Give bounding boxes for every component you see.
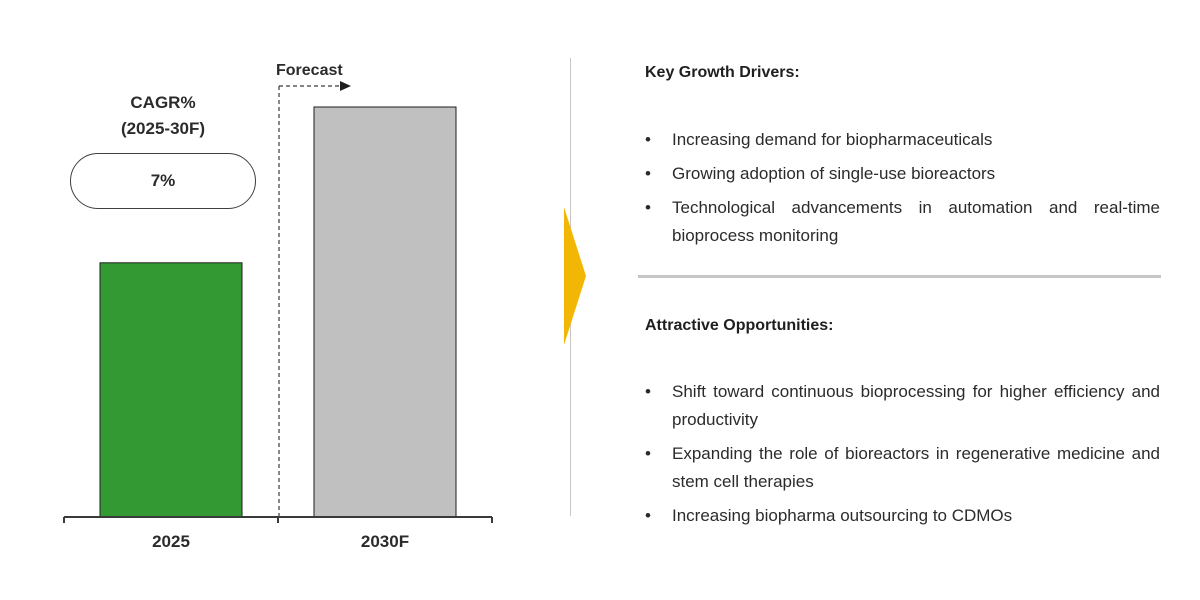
bullet-icon: • bbox=[645, 198, 651, 217]
section-divider bbox=[638, 275, 1161, 278]
bullet-icon: • bbox=[645, 444, 651, 463]
driver-item: • Increasing demand for biopharmaceutical… bbox=[645, 126, 1160, 154]
cagr-title-line2: (2025-30F) bbox=[120, 119, 206, 138]
drivers-list: • Increasing demand for biopharmaceutical… bbox=[645, 126, 1160, 256]
bullet-icon: • bbox=[645, 382, 651, 401]
cagr-value: 7% bbox=[150, 171, 176, 190]
bullet-icon: • bbox=[645, 164, 651, 183]
cagr-title-line1: CAGR% bbox=[130, 93, 196, 112]
opportunities-title: Attractive Opportunities: bbox=[645, 317, 834, 334]
bar-2030f bbox=[313, 106, 457, 518]
opportunity-item: • Expanding the role of bioreactors in re… bbox=[645, 440, 1160, 496]
drivers-title: Key Growth Drivers: bbox=[645, 64, 800, 81]
driver-text: Technological advancements in automation… bbox=[672, 198, 1160, 245]
driver-text: Increasing demand for biopharmaceuticals bbox=[672, 130, 993, 149]
cagr-title: CAGR% (2025-30F) bbox=[70, 90, 256, 142]
bar-2025 bbox=[99, 262, 243, 518]
bullet-icon: • bbox=[645, 506, 651, 525]
forecast-label: Forecast bbox=[276, 62, 343, 79]
chevron-right-icon bbox=[564, 207, 586, 345]
opportunity-text: Shift toward continuous bioprocessing fo… bbox=[672, 382, 1160, 429]
driver-item: • Technological advancements in automatio… bbox=[645, 194, 1160, 250]
bullet-icon: • bbox=[645, 130, 651, 149]
cagr-value-pill: 7% bbox=[70, 153, 256, 209]
opportunity-item: • Shift toward continuous bioprocessing f… bbox=[645, 378, 1160, 434]
tick-label-2025: 2025 bbox=[152, 532, 190, 551]
driver-text: Growing adoption of single-use bioreacto… bbox=[672, 164, 996, 183]
driver-item: • Growing adoption of single-use bioreact… bbox=[645, 160, 1160, 188]
opportunity-item: • Increasing biopharma outsourcing to CDM… bbox=[645, 502, 1160, 530]
opportunity-text: Expanding the role of bioreactors in reg… bbox=[672, 444, 1160, 491]
bar-chart: 2025 2030F bbox=[63, 81, 493, 551]
opportunity-text: Increasing biopharma outsourcing to CDMO… bbox=[672, 506, 1013, 525]
tick-label-2030f: 2030F bbox=[361, 532, 409, 551]
forecast-arrow-head bbox=[340, 81, 351, 91]
opportunities-list: • Shift toward continuous bioprocessing f… bbox=[645, 378, 1160, 536]
